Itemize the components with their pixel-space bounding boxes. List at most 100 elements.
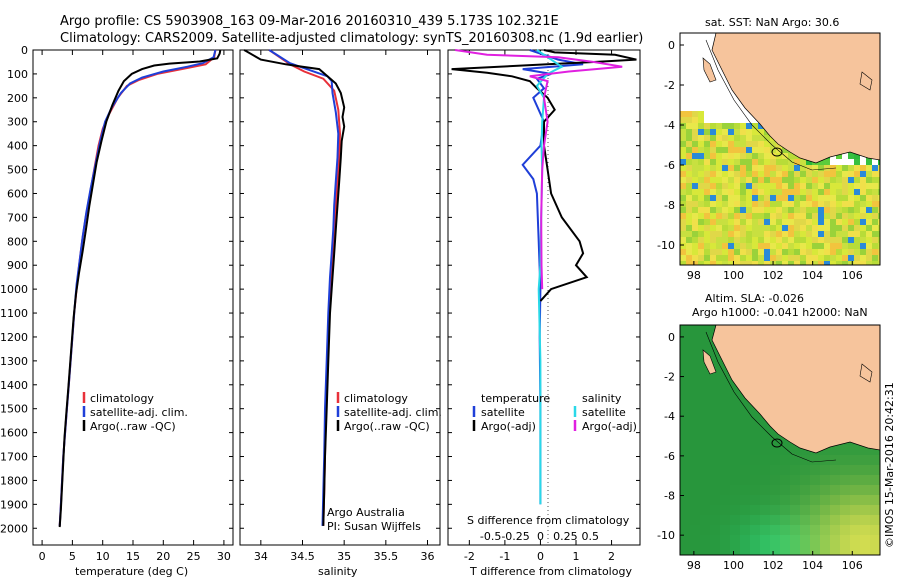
sla-cell — [790, 525, 800, 535]
sst-cell — [794, 183, 800, 189]
sst-cell — [854, 159, 860, 165]
sst-cell — [686, 33, 692, 39]
sst-cell — [704, 237, 710, 243]
sst-cell — [722, 147, 728, 153]
sla-cell — [810, 515, 820, 525]
sst-cell — [764, 189, 770, 195]
sla-cell — [680, 385, 690, 395]
sst-cell — [770, 243, 776, 249]
sla-cell — [720, 475, 730, 485]
sst-cell — [782, 249, 788, 255]
sst-cell — [818, 213, 824, 219]
sst-cell — [698, 249, 704, 255]
sst-cell — [878, 189, 880, 195]
sst-cell — [860, 261, 866, 265]
title-line-1: Argo profile: CS 5903908_163 09-Mar-2016… — [60, 14, 559, 29]
x-tick-label: -1 — [499, 550, 510, 563]
series-line-s-satellite — [535, 49, 564, 505]
sst-cell — [746, 111, 752, 117]
sla-cell — [800, 455, 810, 465]
sst-cell — [824, 171, 830, 177]
sst-cell — [854, 225, 860, 231]
sla-cell — [720, 425, 730, 435]
sla-cell — [690, 415, 700, 425]
sst-cell — [770, 177, 776, 183]
sst-cell — [692, 219, 698, 225]
sla-cell — [730, 505, 740, 515]
sla-cell — [860, 445, 870, 455]
lat-tick-label: -6 — [664, 159, 675, 172]
sst-cell — [842, 213, 848, 219]
sst-cell — [740, 147, 746, 153]
sst-cell — [878, 159, 880, 165]
sst-cell — [734, 111, 740, 117]
sst-cell — [872, 183, 878, 189]
sst-cell — [728, 159, 734, 165]
sst-cell — [854, 249, 860, 255]
sst-cell — [836, 219, 842, 225]
sla-cell — [750, 455, 760, 465]
sst-cell — [830, 189, 836, 195]
sst-cell — [788, 201, 794, 207]
sst-cell — [752, 201, 758, 207]
sst-cell — [830, 177, 836, 183]
lon-tick-label: 102 — [763, 559, 784, 572]
sst-cell — [692, 135, 698, 141]
sst-cell — [734, 159, 740, 165]
sst-cell — [710, 81, 716, 87]
sst-cell — [824, 213, 830, 219]
sla-cell — [840, 475, 850, 485]
sst-cell — [680, 261, 686, 265]
sst-cell — [728, 249, 734, 255]
sst-cell — [782, 171, 788, 177]
sst-cell — [746, 225, 752, 231]
sst-cell — [734, 105, 740, 111]
sst-cell — [824, 237, 830, 243]
sst-cell — [692, 207, 698, 213]
sst-cell — [710, 123, 716, 129]
sla-cell — [680, 365, 690, 375]
sst-cell — [848, 231, 854, 237]
sst-cell — [710, 39, 716, 45]
x-tick-label: 30 — [217, 550, 231, 563]
sst-cell — [716, 159, 722, 165]
sst-cell — [698, 153, 704, 159]
sst-land-sumatra — [711, 33, 880, 164]
sst-map-frame — [679, 32, 881, 266]
sst-cell — [704, 51, 710, 57]
sst-cell — [722, 111, 728, 117]
sst-cell — [872, 225, 878, 231]
temperature-panel: 0 5 10 15 20 25 30 0 100 200 300 400 500 600 700 800 90… — [0, 44, 234, 578]
sla-cell — [720, 525, 730, 535]
x-tick-label: 0 — [39, 550, 46, 563]
sst-cell — [782, 147, 788, 153]
sst-cell — [710, 135, 716, 141]
sla-cell — [690, 545, 700, 555]
x-tick-label: 35 — [337, 550, 351, 563]
sst-cell — [878, 225, 880, 231]
sst-cell — [872, 249, 878, 255]
sla-cell — [680, 465, 690, 475]
sla-cell — [730, 435, 740, 445]
lat-tick-label: -10 — [657, 529, 675, 542]
sla-cell — [710, 515, 720, 525]
sst-cell — [716, 237, 722, 243]
sst-cell — [836, 159, 842, 165]
sst-cell — [842, 165, 848, 171]
sla-cell — [700, 465, 710, 475]
sst-cell — [734, 117, 740, 123]
sst-cell — [752, 225, 758, 231]
sla-cell — [830, 475, 840, 485]
sst-cell — [782, 165, 788, 171]
sst-cell — [812, 219, 818, 225]
sst-cell — [692, 159, 698, 165]
sst-cell — [698, 189, 704, 195]
sst-cell — [686, 249, 692, 255]
sst-cell — [704, 261, 710, 265]
sst-cell — [764, 231, 770, 237]
sla-cell — [760, 445, 770, 455]
sst-cell — [722, 237, 728, 243]
sst-cell — [680, 39, 686, 45]
sla-cell — [810, 465, 820, 475]
sla-cell — [780, 505, 790, 515]
